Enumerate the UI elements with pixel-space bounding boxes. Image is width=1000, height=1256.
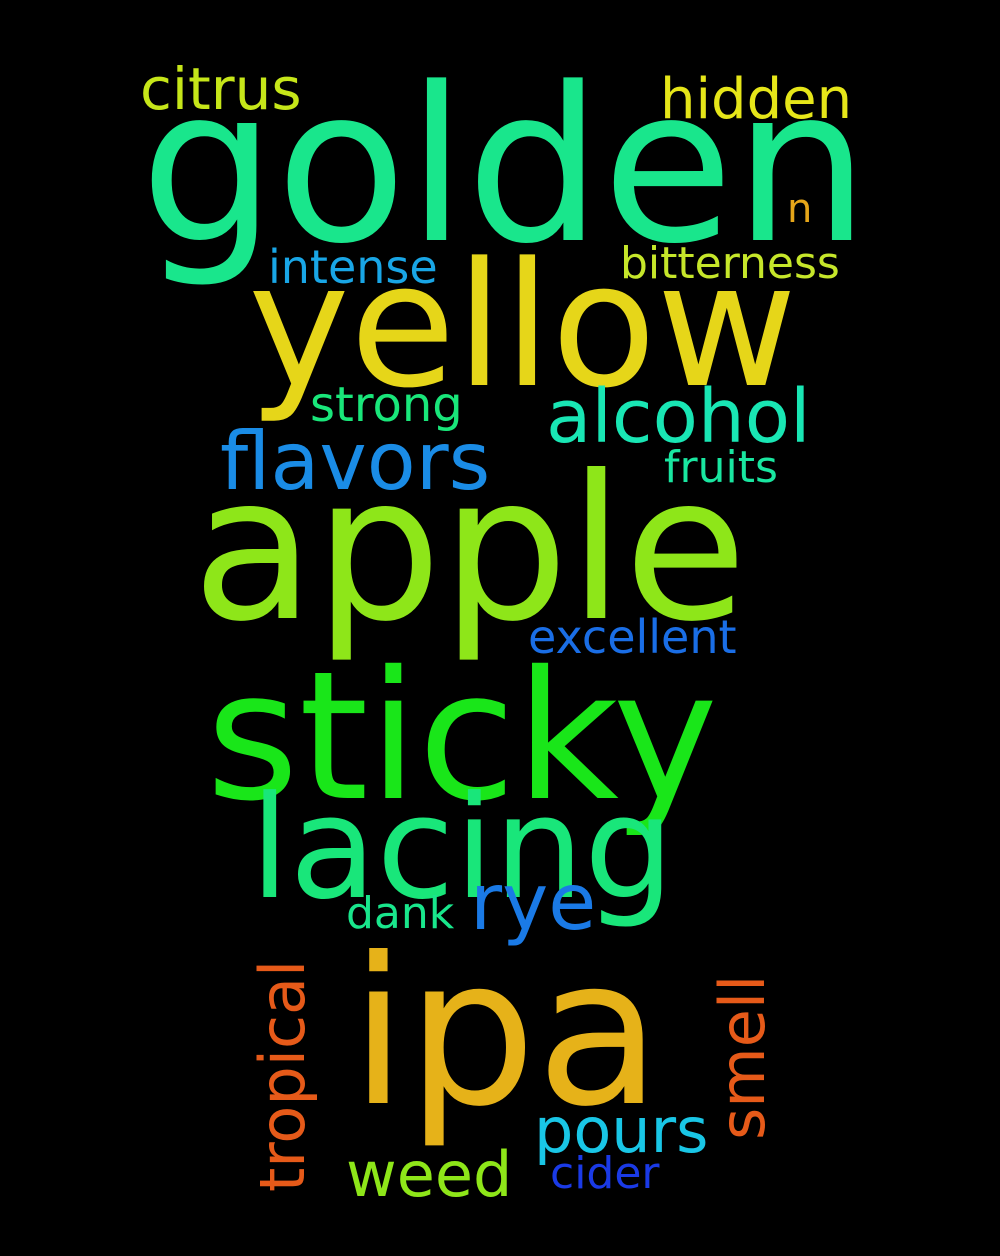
word-golden: golden xyxy=(140,42,870,291)
word-fruits: fruits xyxy=(664,442,778,493)
word-sticky: sticky xyxy=(206,633,718,840)
word-intense: intense xyxy=(268,240,438,294)
word-pours: pours xyxy=(534,1094,709,1167)
word-dank: dank xyxy=(346,888,455,939)
word-rye: rye xyxy=(470,858,597,948)
word-excellent: excellent xyxy=(528,610,737,664)
word-flavors: flavors xyxy=(220,415,491,508)
word-n: n xyxy=(787,186,813,232)
word-tropical: tropical xyxy=(246,959,319,1192)
word-bitterness: bitterness xyxy=(620,238,840,289)
word-lacing: lacing xyxy=(250,766,675,931)
word-strong: strong xyxy=(310,377,463,433)
word-alcohol: alcohol xyxy=(546,374,811,460)
word-cider: cider xyxy=(550,1148,660,1199)
word-apple: apple xyxy=(192,433,748,666)
word-hidden: hidden xyxy=(660,67,853,132)
word-yellow: yellow xyxy=(248,225,798,426)
word-citrus: citrus xyxy=(140,55,302,123)
word-ipa: ipa xyxy=(350,915,662,1152)
word-weed: weed xyxy=(346,1138,513,1211)
word-smell: smell xyxy=(706,974,779,1140)
